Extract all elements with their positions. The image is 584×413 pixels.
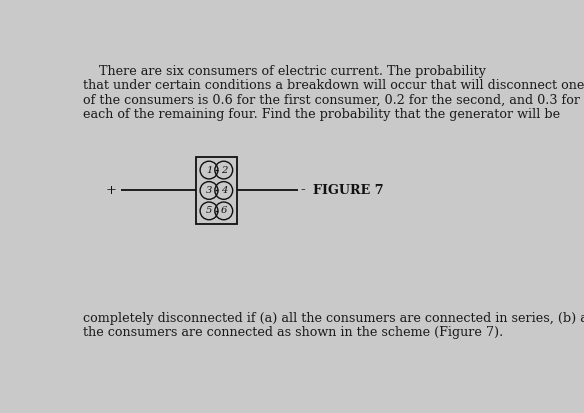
Text: 1: 1 (206, 166, 212, 175)
Text: 5: 5 (206, 206, 212, 215)
Text: 6: 6 (221, 206, 227, 215)
Text: 2: 2 (221, 166, 227, 175)
Bar (196, 157, 237, 224)
Text: 4: 4 (221, 186, 227, 195)
Text: the consumers are connected as shown in the scheme (Figure 7).: the consumers are connected as shown in … (83, 326, 503, 339)
Text: +: + (105, 184, 116, 197)
Text: each of the remaining four. Find the probability that the generator will be: each of the remaining four. Find the pro… (83, 108, 560, 121)
Text: -: - (301, 183, 305, 197)
Text: 3: 3 (206, 186, 212, 195)
Text: of the consumers is 0.6 for the first consumer, 0.2 for the second, and 0.3 for: of the consumers is 0.6 for the first co… (83, 93, 580, 107)
Text: There are six consumers of electric current. The probability: There are six consumers of electric curr… (83, 65, 486, 78)
Text: that under certain conditions a breakdown will occur that will disconnect one: that under certain conditions a breakdow… (83, 79, 584, 92)
Text: completely disconnected if (a) all the consumers are connected in series, (b) al: completely disconnected if (a) all the c… (83, 312, 584, 325)
Text: FIGURE 7: FIGURE 7 (313, 184, 384, 197)
